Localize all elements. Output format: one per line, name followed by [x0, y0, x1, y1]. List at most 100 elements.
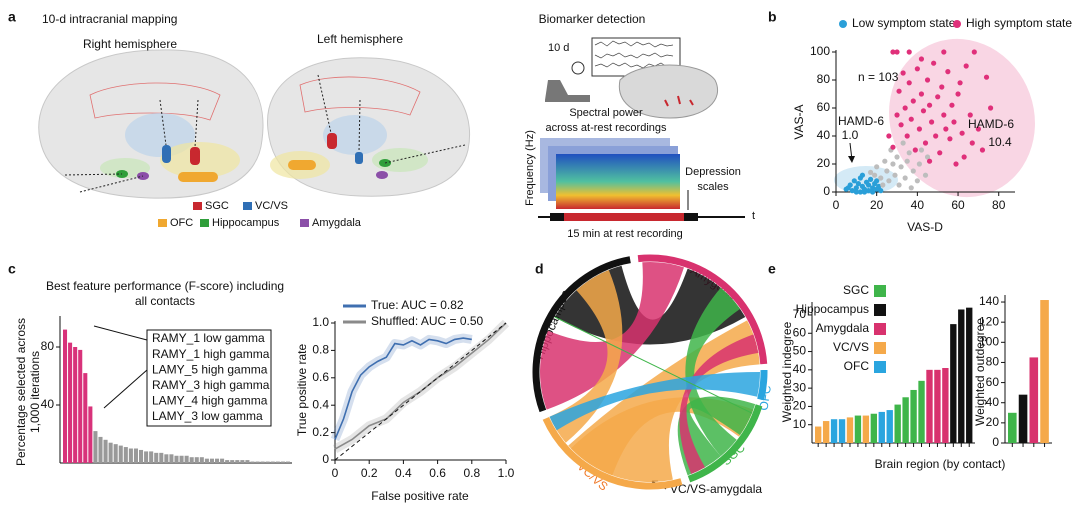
link-label: VC/VS-amygdala — [670, 482, 762, 496]
point — [908, 185, 914, 191]
brain-left — [267, 57, 470, 197]
point — [902, 175, 908, 181]
bar — [139, 449, 144, 463]
point — [892, 172, 898, 178]
point — [849, 188, 855, 194]
point — [920, 108, 927, 114]
point — [857, 189, 864, 195]
annotation: 1.0 — [842, 128, 859, 142]
legend-label: Hippocampus — [212, 217, 280, 229]
diagonal — [334, 322, 507, 461]
bar — [1008, 412, 1017, 443]
point — [867, 169, 874, 175]
bar — [73, 347, 78, 463]
point — [926, 158, 933, 164]
point — [872, 172, 878, 178]
point — [845, 185, 851, 191]
point — [951, 119, 957, 125]
bar — [194, 457, 199, 463]
bar — [230, 460, 235, 463]
point — [967, 112, 973, 118]
legend-marker — [953, 20, 961, 28]
y-tick-label: 10 — [793, 417, 807, 431]
panel-label: d — [535, 261, 544, 277]
y-tick-label: 60 — [986, 375, 1000, 389]
legend-label: Amygdala — [312, 217, 362, 229]
y-axis-label: VAS-A — [792, 104, 806, 139]
point — [865, 188, 872, 194]
y-tick-label: 80 — [817, 72, 831, 86]
band — [330, 333, 473, 442]
annotation: LAMY_4 high gamma — [152, 394, 268, 408]
bar — [98, 436, 103, 463]
x-tick-label: 1.0 — [498, 466, 515, 480]
annotation: 10.4 — [988, 135, 1012, 149]
point — [902, 105, 908, 111]
point — [894, 154, 900, 160]
point — [933, 133, 939, 139]
legend-label: OFC — [170, 217, 193, 229]
point — [851, 178, 857, 184]
point — [896, 88, 902, 94]
y-tick-label: 40 — [817, 128, 831, 142]
bar — [870, 413, 878, 443]
scales-label: Depression — [685, 166, 741, 178]
point — [870, 185, 876, 191]
bar — [83, 373, 88, 463]
point — [910, 98, 916, 104]
panel-title: Best feature performance (F-score) inclu… — [46, 279, 284, 293]
region-arc — [637, 254, 768, 365]
recording-label: 15 min at rest recording — [567, 228, 683, 240]
y-tick-label: 100 — [810, 44, 830, 58]
annotation: RAMY_1 low gamma — [152, 331, 265, 345]
point — [957, 80, 963, 86]
legend-swatch — [193, 202, 202, 210]
bar — [184, 455, 189, 463]
bar — [215, 458, 220, 463]
callout-box — [146, 329, 272, 427]
bar — [164, 454, 169, 463]
bar — [878, 411, 885, 443]
point — [924, 77, 931, 83]
legend-label: True: AUC = 0.82 — [371, 298, 464, 312]
bar — [235, 460, 240, 463]
annotation: HAMD-6 — [968, 117, 1014, 131]
bar — [149, 451, 154, 463]
point — [941, 49, 947, 55]
point — [870, 189, 876, 195]
bar — [280, 461, 285, 463]
point — [890, 49, 896, 55]
x-axis-label: VAS-D — [907, 220, 943, 234]
point — [874, 164, 880, 170]
point — [926, 102, 933, 108]
panel-label: b — [768, 9, 777, 25]
y-tick-label: 140 — [979, 294, 999, 308]
bar — [128, 448, 133, 463]
legend-label: Low symptom state — [852, 16, 956, 30]
y-tick-label: 80 — [41, 339, 55, 353]
legend-swatch — [158, 219, 167, 227]
panel-title: all contacts — [135, 294, 195, 308]
bar — [1029, 357, 1039, 443]
bar — [1040, 300, 1049, 443]
legend-swatch — [200, 219, 209, 227]
point — [939, 84, 945, 90]
legend-label: SGC — [843, 283, 869, 297]
legend-label: Hippocampus — [796, 302, 869, 316]
bar — [209, 458, 214, 463]
point — [894, 49, 900, 55]
y-tick-label: 0 — [823, 184, 830, 198]
scales-label: scales — [697, 181, 729, 193]
y-axis-label: 1,000 iterations — [28, 351, 42, 433]
point — [904, 158, 910, 164]
bar — [285, 461, 290, 463]
point — [898, 164, 904, 170]
spectral-label: Spectral power — [569, 107, 643, 119]
chord — [554, 316, 753, 414]
chord — [549, 372, 760, 431]
chord — [540, 261, 684, 410]
x-tick-label: 0 — [332, 466, 339, 480]
bar — [225, 460, 230, 463]
x-tick-label: 0.6 — [429, 466, 446, 480]
